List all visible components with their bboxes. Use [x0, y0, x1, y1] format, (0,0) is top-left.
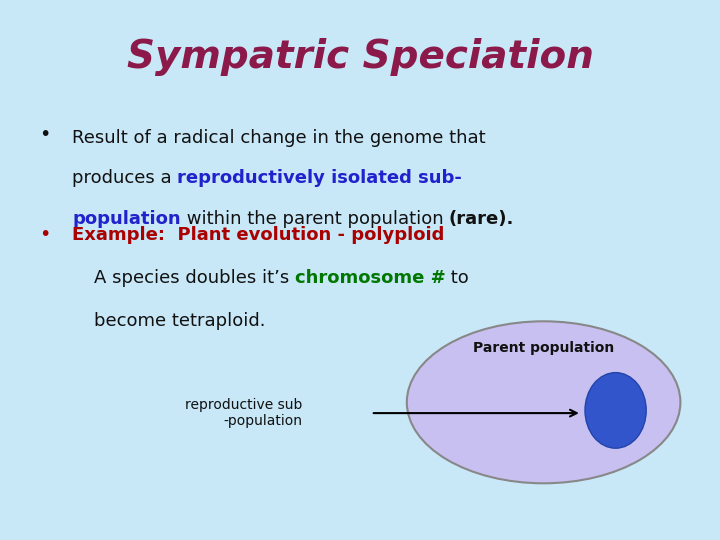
- Text: chromosome #: chromosome #: [294, 269, 446, 287]
- Ellipse shape: [585, 373, 647, 448]
- Text: Example:  Plant evolution - polyploid: Example: Plant evolution - polyploid: [72, 226, 444, 244]
- Text: Sympatric Speciation: Sympatric Speciation: [127, 38, 593, 76]
- Text: reproductive sub
-population: reproductive sub -population: [185, 398, 302, 428]
- Text: within the parent population: within the parent population: [181, 210, 449, 228]
- Text: Parent population: Parent population: [473, 341, 614, 355]
- Ellipse shape: [407, 321, 680, 483]
- Text: Result of a radical change in the genome that: Result of a radical change in the genome…: [72, 129, 485, 147]
- Text: (rare).: (rare).: [449, 210, 514, 228]
- Text: •: •: [40, 225, 51, 245]
- Text: population: population: [72, 210, 181, 228]
- Text: reproductively isolated sub-: reproductively isolated sub-: [177, 169, 462, 187]
- Text: •: •: [40, 125, 51, 145]
- Text: become tetraploid.: become tetraploid.: [94, 312, 265, 330]
- Text: to: to: [446, 269, 469, 287]
- Text: produces a: produces a: [72, 169, 177, 187]
- Text: A species doubles it’s: A species doubles it’s: [94, 269, 294, 287]
